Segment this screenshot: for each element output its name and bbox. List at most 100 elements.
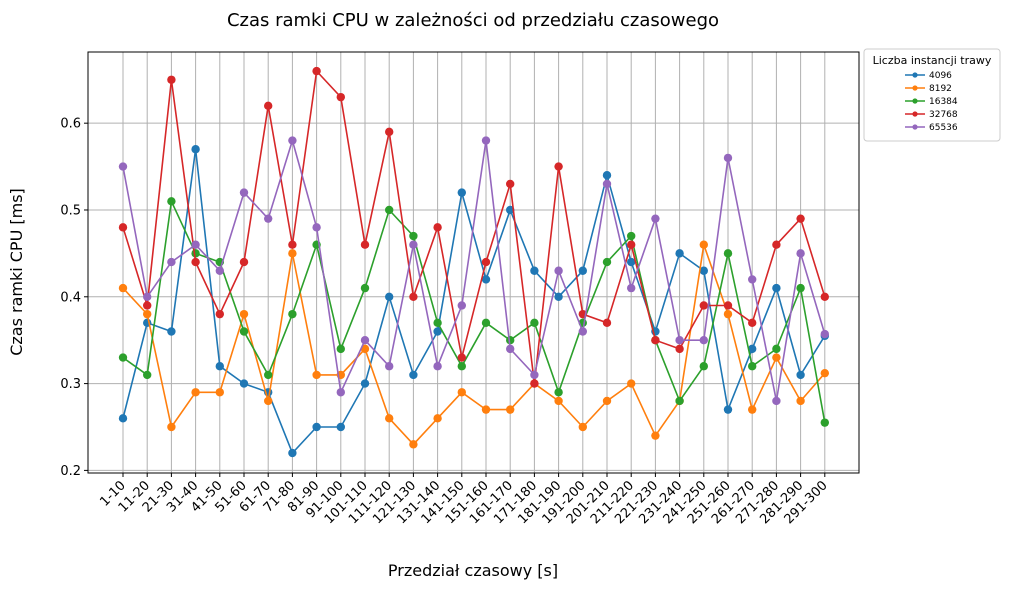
series-32768: [118, 66, 829, 388]
data-point: [627, 379, 636, 388]
data-point: [796, 214, 805, 223]
data-point: [554, 396, 563, 406]
data-point: [481, 405, 491, 414]
data-point: [554, 388, 563, 397]
data-point: [360, 240, 370, 249]
legend-label: 65536: [929, 123, 958, 133]
data-point: [554, 266, 563, 275]
grid: [88, 52, 859, 473]
data-point: [481, 275, 491, 284]
data-point: [699, 266, 708, 275]
data-point: [675, 396, 684, 406]
data-point: [627, 283, 636, 293]
series-line: [122, 198, 826, 423]
data-point: [699, 335, 708, 345]
y-axis-label: Czas ramki CPU [ms]: [7, 188, 26, 356]
data-point: [530, 370, 539, 380]
legend-label: 8192: [929, 84, 952, 94]
y-tick-label: 0.6: [60, 117, 81, 132]
data-point: [433, 318, 442, 328]
data-point: [385, 414, 394, 423]
data-point: [627, 240, 636, 249]
data-point: [506, 405, 515, 414]
data-point: [143, 309, 152, 319]
data-point: [506, 344, 515, 354]
data-point: [118, 223, 128, 232]
data-point: [336, 388, 345, 397]
data-point: [723, 249, 733, 258]
data-point: [506, 205, 515, 215]
data-point: [239, 327, 249, 336]
data-point: [723, 405, 733, 414]
data-point: [215, 309, 224, 319]
data-point: [796, 396, 805, 406]
series-line: [122, 244, 826, 446]
data-point: [796, 283, 805, 293]
data-point: [215, 388, 224, 397]
data-point: [457, 388, 466, 397]
data-point: [675, 344, 684, 354]
data-point: [118, 283, 128, 293]
y-axis-ticks: 0.2 0.3 0.4 0.5 0.6: [60, 117, 88, 479]
data-point: [312, 223, 321, 232]
data-point: [627, 231, 636, 241]
data-point: [602, 257, 612, 267]
data-point: [336, 422, 345, 432]
data-point: [312, 422, 321, 432]
data-point: [409, 440, 418, 449]
data-point: [457, 362, 466, 371]
data-point: [820, 292, 829, 301]
data-point: [772, 353, 781, 362]
data-point: [191, 388, 200, 397]
data-point: [699, 240, 708, 249]
data-point: [723, 301, 733, 310]
data-point: [118, 414, 128, 423]
legend-title: Liczba instancji trawy: [873, 54, 992, 67]
data-point: [433, 414, 442, 423]
data-point: [409, 292, 418, 301]
data-point: [481, 136, 491, 145]
data-point: [288, 309, 297, 319]
data-point: [409, 240, 418, 249]
y-tick-label: 0.3: [60, 377, 81, 392]
data-point: [264, 370, 273, 380]
data-point: [167, 197, 176, 206]
data-point: [239, 379, 249, 388]
x-axis-ticks: 1-1011-2021-3031-4041-5051-6061-7071-808…: [97, 473, 831, 527]
chart-title: Czas ramki CPU w zależności od przedział…: [227, 10, 719, 31]
data-point: [167, 257, 176, 267]
legend-marker: [912, 124, 918, 130]
data-point: [627, 257, 636, 267]
data-point: [651, 431, 660, 440]
legend-label: 32768: [929, 110, 958, 120]
legend-marker: [912, 72, 918, 78]
data-point: [385, 362, 394, 371]
data-point: [215, 266, 224, 275]
data-point: [748, 344, 757, 354]
data-point: [530, 318, 539, 328]
legend-label: 4096: [929, 71, 952, 81]
data-point: [772, 240, 781, 249]
data-point: [506, 179, 515, 189]
data-point: [748, 405, 757, 414]
data-point: [239, 257, 249, 267]
data-point: [409, 231, 418, 241]
data-point: [554, 292, 563, 301]
data-point: [433, 223, 442, 232]
data-point: [457, 353, 466, 362]
y-tick-label: 0.4: [60, 290, 81, 305]
data-point: [143, 292, 152, 301]
legend-items: 4096 8192 16384 32768 65536: [905, 71, 958, 133]
data-point: [239, 188, 249, 197]
data-point: [191, 145, 200, 154]
data-point: [675, 249, 684, 258]
data-point: [723, 153, 733, 163]
data-point: [457, 301, 466, 310]
data-point: [336, 344, 345, 354]
data-point: [288, 448, 297, 458]
series-group: [118, 66, 829, 458]
y-tick-label: 0.5: [60, 203, 81, 218]
data-point: [723, 309, 733, 319]
data-point: [264, 101, 273, 111]
